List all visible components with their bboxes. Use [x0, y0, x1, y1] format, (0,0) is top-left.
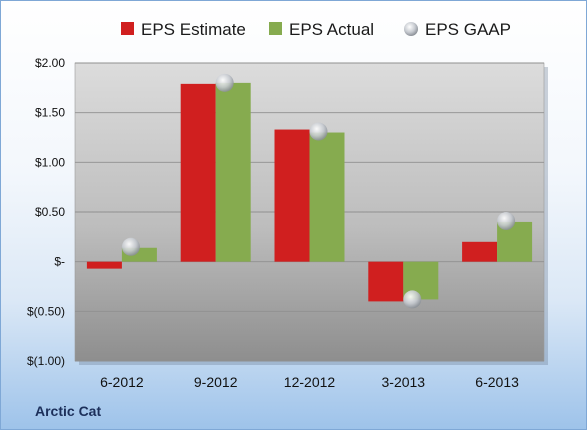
- gaap-point: [497, 211, 516, 230]
- legend-label: EPS GAAP: [425, 20, 511, 39]
- x-tick-label: 6-2013: [475, 374, 519, 390]
- x-tick-label: 3-2013: [382, 374, 426, 390]
- legend-swatch-estimate: [121, 22, 134, 35]
- legend-swatch-actual: [269, 22, 282, 35]
- y-tick-label: $0.50: [35, 205, 65, 219]
- gaap-point: [215, 73, 234, 92]
- x-tick-label: 9-2012: [194, 374, 238, 390]
- x-tick-label: 6-2012: [100, 374, 144, 390]
- y-tick-label: $1.50: [35, 106, 65, 120]
- x-tick-label: 12-2012: [284, 374, 336, 390]
- estimate-bar: [86, 261, 122, 269]
- gaap-point: [121, 237, 140, 256]
- estimate-bar: [274, 129, 310, 262]
- y-tick-label: $1.00: [35, 155, 65, 169]
- x-axis-ticks: 6-2012 9-2012 12-2012 3-2013 6-2013: [100, 374, 519, 390]
- y-tick-label: $(1.00): [27, 354, 65, 368]
- bars: [86, 82, 533, 302]
- actual-bar: [309, 132, 345, 262]
- legend-label: EPS Estimate: [141, 20, 246, 39]
- y-tick-label: $2.00: [35, 56, 65, 70]
- estimate-bar: [368, 261, 404, 302]
- legend-label: EPS Actual: [289, 20, 374, 39]
- legend: EPS Estimate EPS Actual EPS GAAP: [121, 20, 511, 39]
- gaap-points: [121, 73, 516, 309]
- gaap-point: [403, 290, 422, 309]
- actual-bar: [215, 82, 251, 262]
- estimate-bar: [180, 83, 216, 262]
- legend-swatch-gaap: [404, 22, 418, 36]
- y-tick-label: $-: [54, 255, 65, 269]
- company-name: Arctic Cat: [35, 403, 102, 419]
- estimate-bar: [462, 241, 498, 262]
- y-axis-ticks: $2.00 $1.50 $1.00 $0.50 $- $(0.50) $(1.00): [27, 56, 65, 368]
- gaap-point: [309, 122, 328, 141]
- y-tick-label: $(0.50): [27, 304, 65, 318]
